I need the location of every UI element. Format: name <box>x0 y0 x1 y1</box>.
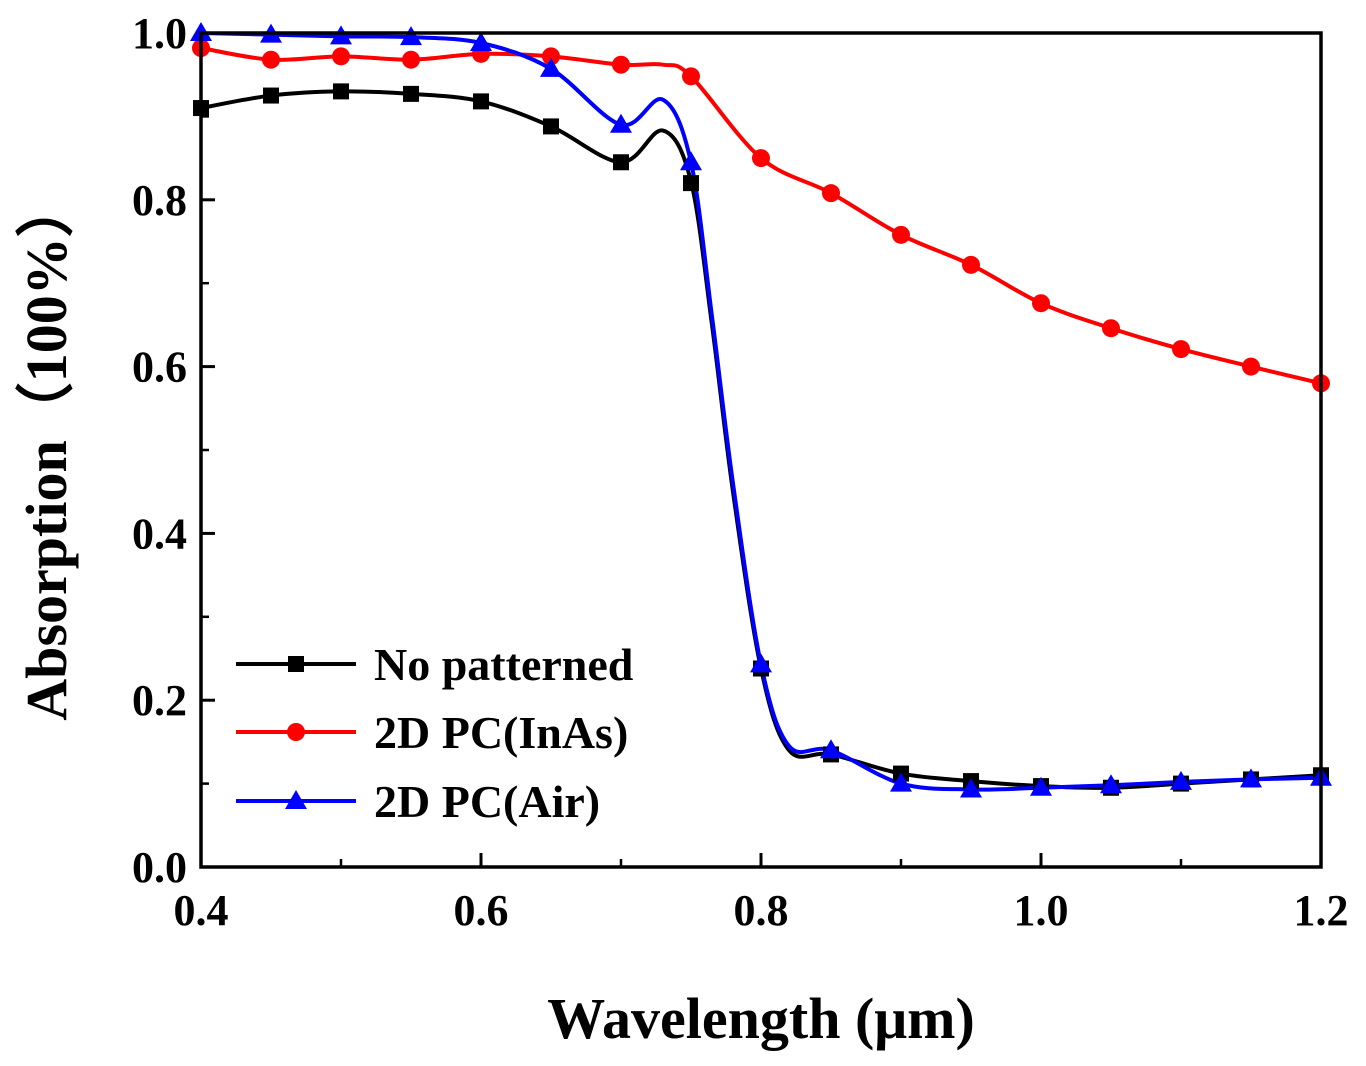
y-tick-label: 0.4 <box>132 509 187 558</box>
plot-frame <box>199 31 1323 869</box>
x-tick-label: 0.6 <box>454 886 509 935</box>
data-point-2d-pc-air <box>610 113 632 133</box>
y-tick-label: 0.6 <box>132 343 187 392</box>
data-point-2d-pc-air <box>750 653 772 673</box>
data-point-2d-pc-inas <box>332 47 350 66</box>
data-point-2d-pc-air <box>1240 768 1262 788</box>
legend-marker-2d-pc-air <box>285 790 307 809</box>
data-point-no-patterned <box>683 175 699 192</box>
y-tick-label: 0.0 <box>132 843 187 892</box>
data-point-2d-pc-inas <box>1242 357 1260 376</box>
data-point-2d-pc-inas <box>1032 294 1050 313</box>
y-tick-label: 0.2 <box>132 676 187 725</box>
data-point-no-patterned <box>403 85 419 102</box>
x-axis-title: Wavelength (μm) <box>547 986 975 1051</box>
data-point-2d-pc-inas <box>402 50 420 69</box>
x-tick-label: 0.8 <box>734 886 789 935</box>
legend-label-2d-pc-air: 2D PC(Air) <box>374 776 600 827</box>
x-tick-label: 1.2 <box>1294 886 1349 935</box>
data-point-2d-pc-air <box>400 26 422 46</box>
data-point-2d-pc-air <box>1170 770 1192 790</box>
legend-marker-2d-pc-inas <box>287 723 305 741</box>
data-point-2d-pc-air <box>1030 776 1052 796</box>
data-point-no-patterned <box>473 93 489 110</box>
data-point-2d-pc-inas <box>682 67 700 86</box>
data-point-2d-pc-air <box>470 32 492 52</box>
data-point-2d-pc-inas <box>892 225 910 244</box>
y-axis-title: Absorption（100%） <box>14 179 79 720</box>
data-point-2d-pc-inas <box>822 184 840 203</box>
series-line-no-patterned <box>201 89 1321 790</box>
data-point-2d-pc-air <box>960 778 982 798</box>
series-line-2d-pc-air <box>201 33 1321 792</box>
data-point-no-patterned <box>613 154 629 171</box>
series-markers <box>190 22 1332 798</box>
data-point-2d-pc-inas <box>612 55 630 74</box>
data-point-2d-pc-inas <box>542 47 560 66</box>
x-tick-label: 1.0 <box>1014 886 1069 935</box>
data-point-2d-pc-air <box>1100 774 1122 794</box>
data-point-2d-pc-air <box>680 151 702 171</box>
legend-marker-no-patterned <box>288 656 304 672</box>
legend: No patterned 2D PC(InAs) 2D PC(Air) <box>236 639 634 827</box>
y-tick-label: 0.8 <box>132 176 187 225</box>
legend-label-2d-pc-inas: 2D PC(InAs) <box>374 707 628 758</box>
data-point-2d-pc-inas <box>752 149 770 168</box>
data-point-no-patterned <box>333 83 349 100</box>
data-point-2d-pc-air <box>540 57 562 77</box>
data-point-2d-pc-inas <box>962 255 980 274</box>
data-point-no-patterned <box>263 87 279 104</box>
legend-label-no-patterned: No patterned <box>374 639 634 690</box>
data-point-2d-pc-air <box>820 739 842 759</box>
tick-labels: 0.4 0.6 0.8 1.0 1.2 0.0 0.2 0.4 0.6 0.8 1.0 <box>132 9 1349 935</box>
series-line-2d-pc-inas <box>201 46 1321 386</box>
data-point-2d-pc-inas <box>1102 319 1120 338</box>
data-point-2d-pc-air <box>890 772 912 792</box>
x-tick-label: 0.4 <box>174 886 229 935</box>
data-point-2d-pc-inas <box>1172 340 1190 359</box>
data-point-2d-pc-inas <box>262 50 280 69</box>
y-tick-label: 1.0 <box>132 9 187 58</box>
data-point-2d-pc-air <box>330 25 352 45</box>
data-point-no-patterned <box>543 118 559 135</box>
